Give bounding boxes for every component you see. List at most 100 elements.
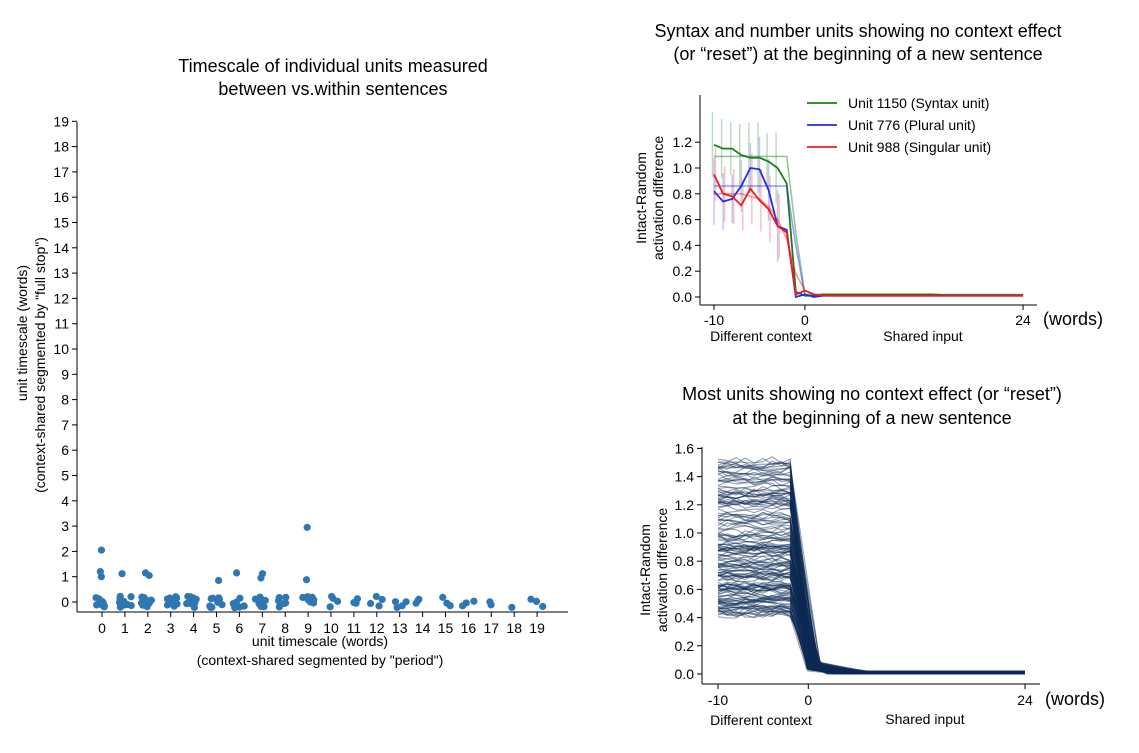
scatter-point	[97, 546, 106, 554]
all-title-line2: at the beginning of a new sentence	[732, 408, 1011, 428]
unit-line	[717, 595, 1025, 674]
unit-line	[717, 561, 1025, 673]
unit-line	[717, 573, 1025, 675]
unit-line	[717, 497, 1025, 674]
scatter-point	[118, 570, 126, 578]
scatter-point	[470, 597, 478, 605]
x-tick-label: 12	[369, 620, 385, 636]
unit-line	[717, 534, 1025, 674]
units-panel: Syntax and number units showing no conte…	[633, 21, 1103, 344]
y-tick-label: 1.0	[675, 525, 695, 541]
scatter-point	[257, 574, 265, 582]
unit-line	[717, 582, 1025, 673]
unit-line	[717, 604, 1025, 672]
unit-line	[717, 610, 1025, 674]
units-region-label-different-context: Different context	[710, 328, 812, 344]
y-tick-label: 18	[53, 139, 69, 155]
x-tick-label: 0	[804, 692, 812, 708]
unit-line	[717, 559, 1025, 673]
unit-line	[717, 500, 1025, 673]
y-tick-label: 0.8	[673, 186, 693, 202]
unit-line	[717, 515, 1025, 674]
scatter-point	[256, 593, 264, 601]
unit-line	[717, 594, 1025, 673]
unit-line	[717, 543, 1025, 674]
scatter-point	[163, 601, 171, 609]
unit-line	[717, 499, 1025, 674]
unit-line	[717, 534, 1025, 673]
scatter-point	[163, 595, 172, 603]
unit-line	[717, 571, 1025, 674]
unit-line	[717, 519, 1025, 675]
x-tick-label: 4	[190, 620, 198, 636]
x-tick-label: 13	[392, 620, 408, 636]
all-units-lines	[717, 456, 1025, 675]
scatter-point	[527, 595, 535, 603]
scatter-point	[232, 569, 241, 577]
unit-line	[717, 592, 1025, 672]
unit-line	[717, 570, 1025, 675]
unit-line	[717, 476, 1025, 674]
unit-line	[717, 514, 1025, 673]
unit-line	[717, 500, 1025, 673]
unit-line	[717, 462, 1025, 674]
y-tick-label: 0	[61, 594, 69, 610]
unit-line	[717, 522, 1025, 674]
unit-line	[717, 562, 1025, 675]
unit-line	[717, 545, 1025, 673]
unit-line	[717, 586, 1025, 674]
scatter-point	[255, 600, 263, 608]
unit-line	[717, 497, 1025, 674]
unit-line	[717, 608, 1025, 675]
unit-line	[717, 526, 1025, 674]
unit-line	[717, 563, 1025, 675]
unit-line	[717, 537, 1025, 673]
unit-line	[717, 557, 1025, 672]
unit-line	[717, 491, 1025, 674]
scatter-x-ticks: 0 1 2 3 4 5 6 7 8 9 10 11 12 13 14 15 16 17 18 19	[98, 612, 545, 636]
unit-line	[717, 573, 1025, 675]
unit-line	[717, 500, 1025, 672]
unit-line	[717, 511, 1025, 673]
y-tick-label: 1.0	[673, 160, 693, 176]
scatter-y-label-2: (context-shared segmented by "full stop"…	[32, 237, 48, 493]
y-tick-label: 5	[61, 468, 69, 484]
unit-line	[717, 477, 1025, 673]
unit-line	[717, 570, 1025, 675]
unit-line	[717, 485, 1025, 675]
unit-line	[717, 596, 1025, 673]
x-tick-label: -10	[708, 692, 728, 708]
unit-line	[717, 584, 1025, 674]
unit-line	[717, 542, 1025, 674]
unit-line	[717, 597, 1025, 675]
unit-line	[717, 457, 1025, 673]
unit-line	[717, 550, 1025, 674]
unit-line	[717, 574, 1025, 673]
scatter-point	[302, 576, 311, 584]
scatter-point	[137, 599, 146, 607]
scatter-point	[539, 602, 547, 611]
unit-line	[717, 462, 1025, 675]
unit-line	[717, 571, 1025, 672]
unit-line	[717, 493, 1025, 674]
units-legend: Unit 1150 (Syntax unit) Unit 776 (Plural …	[807, 95, 991, 155]
y-tick-label: 9	[61, 366, 69, 382]
scatter-point	[446, 602, 454, 610]
unit-line	[717, 460, 1025, 675]
y-tick-label: 11	[54, 316, 69, 332]
unit-line	[717, 488, 1025, 674]
y-tick-label: 0.4	[673, 237, 693, 253]
scatter-title-line2: between vs.within sentences	[218, 79, 447, 99]
y-tick-label: 1.2	[675, 497, 695, 513]
unit-line	[717, 583, 1025, 673]
unit-line	[717, 499, 1025, 674]
unit-line	[717, 574, 1025, 673]
units-y-label-2: activation difference	[650, 136, 666, 260]
y-tick-label: 14	[53, 240, 69, 256]
scatter-point	[415, 595, 423, 603]
unit-line	[717, 583, 1025, 674]
unit-line	[717, 475, 1025, 674]
unit-line	[717, 543, 1025, 674]
units-y-label: Intact-Random	[633, 152, 649, 244]
